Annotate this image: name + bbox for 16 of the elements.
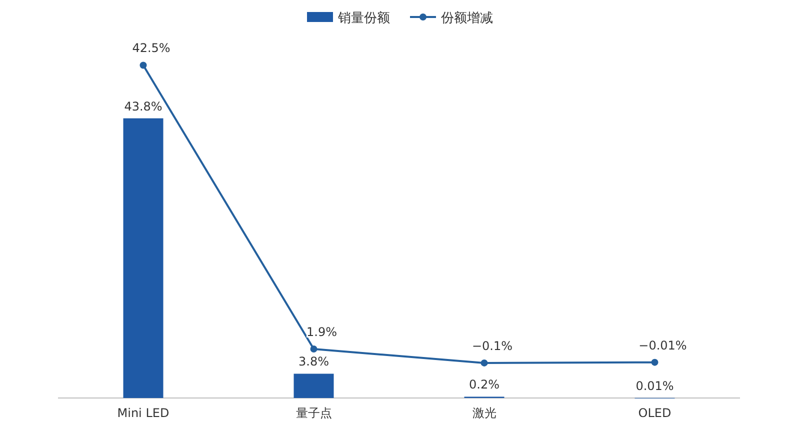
- data-label: 1.9%: [306, 324, 337, 339]
- data-label: 0.01%: [636, 378, 674, 393]
- x-tick-label: OLED: [638, 406, 672, 420]
- data-label: 0.2%: [469, 378, 500, 392]
- x-tick-label: Mini LED: [117, 406, 170, 420]
- data-label: 43.8%: [124, 99, 162, 114]
- data-label: −0.01%: [638, 338, 687, 352]
- bar: [294, 374, 334, 398]
- x-tick-label: 量子点: [296, 406, 332, 420]
- x-tick-label: 激光: [472, 406, 496, 420]
- bar: [123, 118, 164, 398]
- data-label: 3.8%: [298, 354, 329, 369]
- legend-label: 销量份额: [337, 11, 390, 26]
- data-label: −0.1%: [472, 338, 513, 353]
- legend-label: 份额增减: [441, 11, 493, 26]
- data-label: 42.5%: [132, 41, 170, 56]
